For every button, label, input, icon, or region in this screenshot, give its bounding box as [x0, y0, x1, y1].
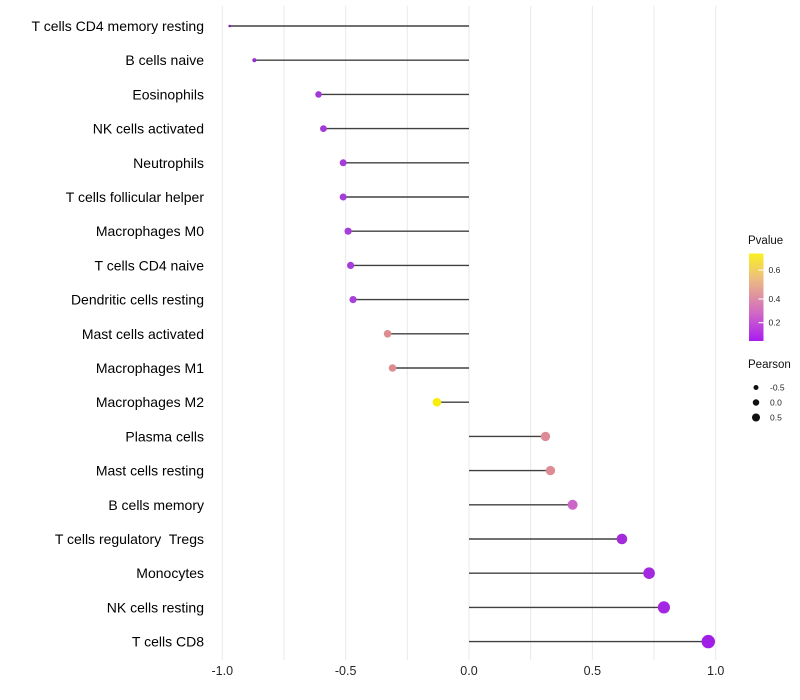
lollipop-dot [346, 261, 355, 269]
x-tick-label: 0.0 [460, 664, 477, 678]
lollipop-dot [228, 24, 232, 28]
row-label: Plasma cells [125, 428, 204, 444]
row-label: B cells memory [108, 497, 204, 513]
x-tick-label: 0.5 [584, 664, 601, 678]
lollipop-dot [616, 533, 628, 545]
lollipop-dot [432, 397, 442, 407]
row-label: Dendritic cells resting [71, 292, 204, 308]
pearson-legend-dot [752, 413, 760, 422]
colorbar-tick-label: 0.6 [769, 265, 781, 275]
colorbar-tick-label: 0.4 [769, 294, 781, 304]
pvalue-legend-title: Pvalue [748, 235, 784, 247]
row-label: Neutrophils [133, 155, 204, 171]
pearson-legend-dot [752, 399, 760, 406]
x-tick-label: -0.5 [335, 664, 357, 678]
lollipop-dot [339, 159, 347, 167]
row-label: T cells CD4 memory resting [32, 18, 204, 34]
row-label: Macrophages M0 [96, 223, 204, 239]
row-label: T cells regulatory Tregs [55, 531, 204, 547]
row-label: T cells CD8 [132, 634, 204, 650]
lollipop-dot [540, 431, 551, 442]
row-label: NK cells resting [107, 599, 204, 615]
pearson-legend-title: Pearson [748, 359, 791, 371]
lollipop-dot [567, 499, 578, 510]
lollipop-dot [545, 465, 556, 476]
lollipop-dot [339, 193, 347, 201]
row-label: B cells naive [125, 52, 204, 68]
lollipop-dot [383, 330, 392, 338]
row-label: Eosinophils [132, 86, 204, 102]
pearson-legend-dot [753, 385, 759, 390]
lollipop-dot [701, 634, 715, 649]
lollipop-dot [344, 227, 352, 235]
row-label: T cells follicular helper [66, 189, 205, 205]
lollipop-dot [320, 125, 327, 132]
colorbar-tick-label: 0.2 [769, 318, 781, 328]
pearson-legend-label: -0.5 [770, 383, 785, 393]
lollipop-dot [388, 364, 397, 372]
row-label: Mast cells activated [82, 326, 204, 342]
row-label: NK cells activated [93, 121, 204, 137]
lollipop-dot [657, 601, 670, 614]
row-label: Monocytes [136, 565, 204, 581]
pearson-legend-label: 0.0 [770, 398, 782, 408]
pvalue-colorbar [749, 253, 764, 341]
lollipop-dot [252, 58, 257, 63]
row-label: Macrophages M2 [96, 394, 204, 410]
row-label: T cells CD4 naive [95, 257, 205, 273]
x-tick-label: 1.0 [707, 664, 724, 678]
row-label: Macrophages M1 [96, 360, 204, 376]
lollipop-dot [315, 91, 322, 98]
lollipop-dot [349, 296, 357, 304]
x-tick-label: -1.0 [212, 664, 234, 678]
lollipop-dot [643, 567, 655, 579]
row-label: Mast cells resting [96, 463, 204, 479]
pearson-legend-label: 0.5 [770, 413, 782, 423]
